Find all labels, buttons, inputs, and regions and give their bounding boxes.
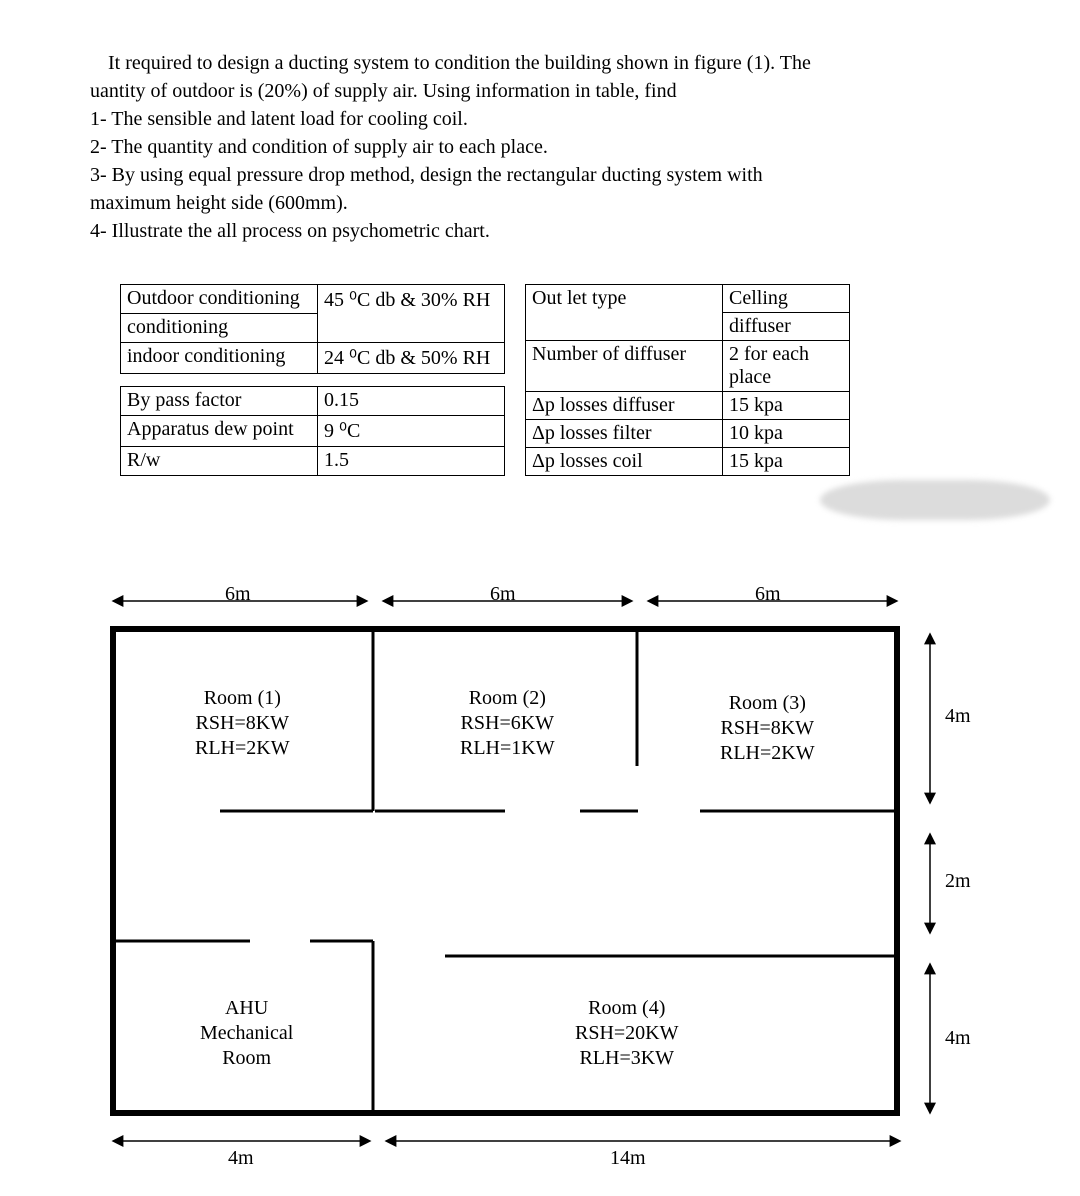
table-row: Δp losses filter10 kpa [526, 420, 850, 448]
dim-right-2: 2m [945, 869, 971, 894]
dim-top-2: 6m [490, 582, 516, 607]
conditions-table-right: Out let typeCelling diffuser Number of d… [525, 284, 850, 476]
dim-top-1: 6m [225, 582, 251, 607]
problem-line: uantity of outdoor is (20%) of supply ai… [90, 80, 677, 102]
table-row: By pass factor0.15 [121, 386, 505, 415]
eraser-smudge [820, 480, 1050, 520]
problem-line: 3- By using equal pressure drop method, … [90, 164, 763, 186]
floor-plan-svg [110, 586, 1070, 1166]
table-row: Number of diffuser2 for eachplace [526, 341, 850, 392]
floor-plan: 6m 6m 6m 4m 2m 4m 4m 14m Room (1) RSH=8K… [110, 586, 1070, 1166]
problem-line: 2- The quantity and condition of supply … [90, 136, 548, 158]
tables-row: Outdoor conditioning45 ⁰C db & 30% RH co… [120, 284, 1020, 476]
room-2: Room (2) RSH=6KW RLH=1KW [460, 686, 555, 761]
dim-right-3: 4m [945, 1026, 971, 1051]
table-row: Δp losses coil15 kpa [526, 448, 850, 476]
dim-bottom-2: 14m [610, 1146, 646, 1171]
table-row: R/w1.5 [121, 446, 505, 475]
problem-line: 4- Illustrate the all process on psychom… [90, 220, 490, 242]
dim-bottom-1: 4m [228, 1146, 254, 1171]
dim-top-3: 6m [755, 582, 781, 607]
problem-line: It required to design a ducting system t… [108, 52, 811, 74]
ahu-room: AHU Mechanical Room [200, 996, 293, 1071]
table-row: Δp losses diffuser15 kpa [526, 392, 850, 420]
room-4: Room (4) RSH=20KW RLH=3KW [575, 996, 679, 1071]
table-row: Outdoor conditioning45 ⁰C db & 30% RH [121, 285, 505, 314]
problem-line: maximum height side (600mm). [90, 192, 348, 214]
table-row: Apparatus dew point9 ⁰C [121, 415, 505, 446]
conditions-table-left: Outdoor conditioning45 ⁰C db & 30% RH co… [120, 284, 505, 476]
problem-line: 1- The sensible and latent load for cool… [90, 108, 468, 130]
room-3: Room (3) RSH=8KW RLH=2KW [720, 691, 815, 766]
room-1: Room (1) RSH=8KW RLH=2KW [195, 686, 290, 761]
problem-statement: It required to design a ducting system t… [90, 50, 1020, 244]
table-row: indoor conditioning24 ⁰C db & 50% RH [121, 342, 505, 373]
dim-right-1: 4m [945, 704, 971, 729]
table-row: Out let typeCelling [526, 285, 850, 313]
